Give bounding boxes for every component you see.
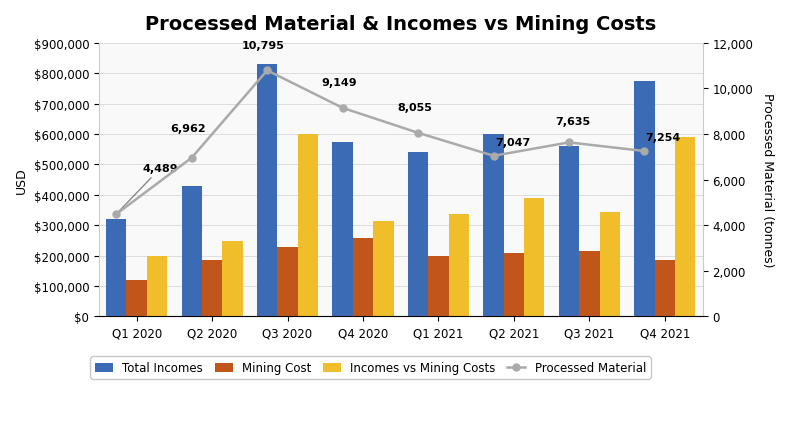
Y-axis label: USD: USD: [15, 167, 28, 194]
Bar: [278, 248, 297, 316]
Processed Material: [187, 156, 196, 161]
Processed Material: [413, 131, 423, 136]
Text: 4,489: 4,489: [118, 164, 178, 212]
Bar: [222, 242, 243, 316]
Bar: [503, 254, 524, 316]
Text: 8,055: 8,055: [397, 103, 432, 113]
Bar: [484, 135, 503, 316]
Bar: [634, 82, 655, 316]
Bar: [202, 261, 222, 316]
Text: 7,254: 7,254: [645, 132, 681, 143]
Processed Material: [564, 141, 574, 146]
Bar: [181, 186, 202, 316]
Processed Material: [640, 149, 649, 154]
Processed Material: [111, 212, 121, 217]
Bar: [106, 219, 126, 316]
Bar: [449, 214, 469, 316]
Text: 6,962: 6,962: [170, 123, 206, 133]
Bar: [428, 256, 449, 316]
Text: 10,795: 10,795: [242, 41, 285, 51]
Legend: Total Incomes, Mining Cost, Incomes vs Mining Costs, Processed Material: Total Incomes, Mining Cost, Incomes vs M…: [91, 356, 651, 379]
Title: Processed Material & Incomes vs Mining Costs: Processed Material & Incomes vs Mining C…: [145, 15, 656, 34]
Text: 9,149: 9,149: [321, 78, 357, 88]
Bar: [147, 256, 167, 316]
Bar: [373, 221, 394, 316]
Bar: [675, 138, 695, 316]
Processed Material: [338, 106, 347, 111]
Bar: [559, 147, 579, 316]
Bar: [353, 238, 373, 316]
Processed Material: [489, 154, 499, 159]
Processed Material: [263, 69, 272, 74]
Bar: [297, 135, 318, 316]
Bar: [579, 252, 600, 316]
Y-axis label: Processed Material (tonnes): Processed Material (tonnes): [761, 93, 774, 267]
Bar: [126, 280, 147, 316]
Line: Processed Material: Processed Material: [113, 68, 648, 218]
Bar: [257, 65, 278, 316]
Bar: [332, 142, 353, 316]
Bar: [600, 212, 620, 316]
Bar: [408, 153, 428, 316]
Bar: [655, 260, 675, 316]
Text: 7,635: 7,635: [555, 117, 590, 127]
Bar: [524, 198, 544, 316]
Text: 7,047: 7,047: [495, 137, 530, 147]
